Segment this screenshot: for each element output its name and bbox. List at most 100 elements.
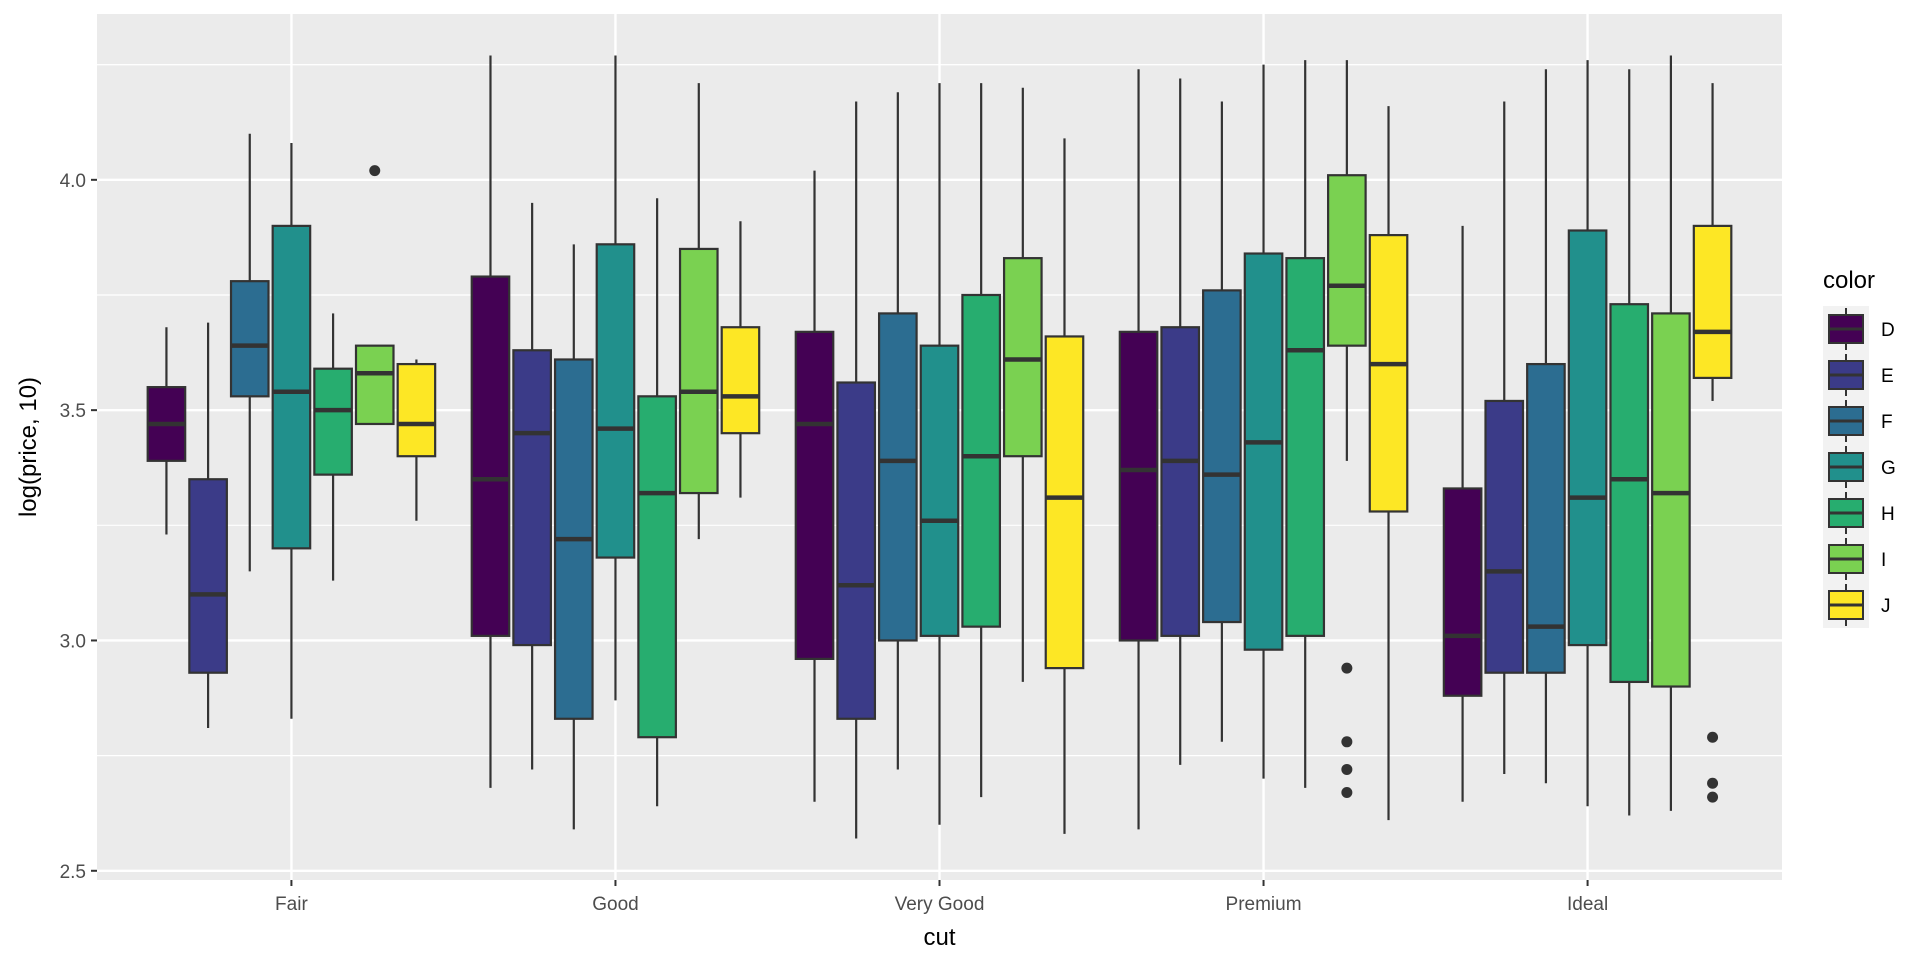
box-G-good (595, 55, 636, 701)
box-J-premium (1368, 106, 1409, 821)
box-body (188, 478, 228, 674)
box-H-very-good (961, 83, 1002, 798)
box-body (1285, 257, 1326, 637)
outlier-point (1707, 777, 1719, 789)
box-I-premium (1327, 60, 1367, 798)
box-body (961, 293, 1002, 628)
legend-item-label: G (1881, 458, 1896, 479)
box-J-ideal (1692, 83, 1733, 803)
box-H-premium (1285, 60, 1326, 788)
box-body (794, 330, 835, 660)
box-E-very-good (836, 101, 877, 839)
box-D-very-good (794, 170, 835, 802)
box-body (470, 275, 511, 637)
box-F-premium (1202, 101, 1242, 742)
box-body (1609, 303, 1650, 684)
box-D-fair (146, 327, 187, 535)
box-body (512, 349, 552, 647)
x-axis: Fair Good Very Good Premium Ideal (275, 880, 1608, 915)
box-body (1484, 399, 1525, 674)
box-I-fair (354, 165, 395, 426)
y-tick-label: 3.5 (60, 401, 86, 422)
box-F-ideal (1526, 69, 1566, 784)
x-axis-label: cut (923, 924, 955, 951)
box-F-very-good (877, 92, 918, 770)
box-D-ideal (1442, 225, 1483, 802)
legend-item-label: E (1881, 366, 1894, 387)
legend-item-G: G (1828, 446, 1896, 488)
outlier-point (1341, 736, 1353, 748)
outlier-point (1707, 731, 1719, 743)
box-body (1202, 289, 1242, 624)
outlier-point (369, 165, 381, 177)
x-tick-label: Ideal (1567, 894, 1608, 915)
box-body (1442, 487, 1483, 697)
box-body (271, 224, 312, 550)
y-tick-label: 2.5 (60, 862, 86, 883)
legend-item-label: F (1881, 412, 1893, 433)
box-body (836, 381, 877, 720)
box-body (1327, 174, 1367, 347)
box-body (1044, 335, 1085, 670)
box-G-very-good (919, 83, 960, 825)
legend-item-I: I (1828, 538, 1886, 580)
legend-title: color (1823, 267, 1875, 294)
box-body (678, 247, 719, 495)
box-body (595, 243, 636, 559)
box-body (720, 326, 761, 435)
box-J-fair (396, 359, 437, 521)
legend-item-label: I (1881, 550, 1886, 571)
y-tick-label: 3.0 (60, 631, 86, 652)
legend-item-F: F (1828, 400, 1893, 442)
box-D-premium (1118, 69, 1159, 830)
box-E-premium (1160, 78, 1201, 765)
box-body (877, 312, 918, 642)
box-F-good (553, 244, 594, 830)
box-body (1526, 362, 1566, 674)
box-J-very-good (1044, 138, 1085, 834)
box-body (396, 362, 437, 458)
legend-item-label: H (1881, 504, 1895, 525)
box-body (919, 344, 960, 637)
box-H-fair (313, 313, 353, 581)
box-D-good (470, 55, 511, 788)
box-E-fair (188, 322, 228, 728)
box-body (1368, 234, 1409, 513)
box-body (229, 280, 270, 398)
box-G-ideal (1567, 60, 1608, 807)
y-axis: 2.5 3.0 3.5 4.0 (60, 171, 97, 883)
boxes-layer (146, 55, 1733, 839)
box-body (1692, 224, 1733, 380)
box-E-ideal (1484, 101, 1525, 775)
box-body (1118, 330, 1159, 642)
legend-item-D: D (1828, 308, 1895, 350)
legend-item-label: D (1881, 320, 1895, 341)
box-J-good (720, 221, 761, 498)
box-body (1243, 252, 1284, 651)
x-tick-label: Very Good (895, 894, 985, 915)
box-G-fair (271, 142, 312, 719)
legend-item-label: J (1881, 596, 1891, 617)
legend-item-E: E (1828, 354, 1894, 396)
box-body (354, 344, 395, 426)
outlier-point (1341, 662, 1353, 674)
box-body (1160, 326, 1201, 637)
x-tick-label: Premium (1226, 894, 1302, 915)
legend: color D E F G H I J (1823, 267, 1896, 628)
box-E-good (512, 202, 552, 770)
y-tick-label: 4.0 (60, 171, 86, 192)
x-tick-label: Good (592, 894, 638, 915)
box-H-ideal (1609, 69, 1650, 816)
box-H-good (637, 198, 677, 807)
box-F-fair (229, 133, 270, 572)
outlier-point (1707, 791, 1719, 803)
x-tick-label: Fair (275, 894, 308, 915)
box-I-ideal (1651, 55, 1691, 811)
box-I-very-good (1002, 87, 1043, 682)
box-body (1002, 257, 1043, 458)
box-G-premium (1243, 64, 1284, 779)
legend-item-J: J (1828, 584, 1891, 626)
box-body (1651, 312, 1691, 688)
